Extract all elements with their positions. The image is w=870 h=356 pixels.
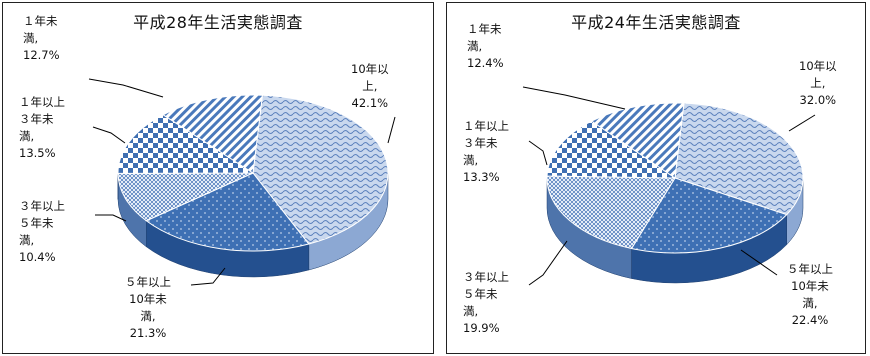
label-line: ５年未 [463, 287, 498, 301]
label-line: 10年未 [129, 292, 167, 306]
leader-line [528, 140, 548, 166]
label-line: ５年以上 [787, 262, 833, 276]
leader-line [788, 114, 816, 132]
label-line: 22.4% [791, 313, 829, 327]
label-line: 上, [810, 76, 826, 90]
leader-line [740, 249, 778, 276]
leader-line [95, 214, 127, 222]
label-line: １年未 [23, 14, 58, 28]
label-line: 10年未 [791, 279, 829, 293]
label-line: １年以上 [463, 119, 509, 133]
label-line: 12.4% [467, 56, 504, 70]
slice-label-5-10y: ５年以上 10年未 満, 22.4% [787, 261, 833, 329]
pie-slice [252, 94, 389, 245]
label-line: 32.0% [799, 93, 837, 107]
slice-label-under-1y: １年未 満, 12.4% [467, 21, 504, 72]
pie-slice [590, 102, 685, 179]
label-line: 満, [140, 309, 156, 323]
label-line: 満, [802, 296, 818, 310]
label-line: ５年未 [19, 216, 54, 230]
pie-slice [117, 172, 254, 222]
label-line: ３年以上 [19, 199, 65, 213]
chart-title: 平成28年生活実態調査 [133, 13, 303, 32]
label-line: 13.3% [463, 170, 500, 184]
label-line: 10年以 [799, 59, 837, 73]
leader-line [190, 267, 226, 286]
leader-line [92, 126, 126, 144]
chart-panel-h28: 平成28年生活実態調査 10年以 上, 42.1% ５年以上 10年未 満, 2… [2, 2, 434, 354]
label-line: 上, [362, 79, 378, 93]
pie-slice [117, 114, 255, 174]
label-line: 満, [19, 233, 35, 247]
slice-label-5-10y: ５年以上 10年未 満, 21.3% [125, 274, 171, 342]
leader-line [387, 116, 396, 144]
label-line: ３年以上 [463, 270, 509, 284]
pie-slice [546, 120, 677, 179]
label-line: 12.7% [23, 48, 60, 62]
leader-line [88, 78, 164, 98]
label-line: 42.1% [351, 96, 389, 110]
label-line: 10.4% [19, 250, 56, 264]
slice-label-1-3y: １年以上 ３年未 満, 13.3% [463, 118, 509, 186]
label-line: 満, [463, 304, 479, 318]
pie-slice [546, 175, 676, 250]
pie-chart-h28 [88, 78, 396, 286]
slice-label-10y-plus: 10年以 上, 42.1% [351, 61, 389, 112]
label-line: 19.9% [463, 321, 500, 335]
pie-slice [630, 177, 788, 254]
label-line: ３年未 [19, 112, 54, 126]
slice-label-3-5y: ３年以上 ５年未 満, 19.9% [463, 269, 509, 337]
chart-panel-h24: 平成24年生活実態調査 10年以 上, 32.0% ５年以上 10年未 満, 2… [446, 2, 866, 354]
label-line: 満, [23, 31, 39, 45]
chart-title: 平成24年生活実態調査 [571, 13, 741, 32]
label-line: １年以上 [19, 95, 65, 109]
label-line: 10年以 [351, 62, 389, 76]
label-line: 満, [467, 39, 483, 53]
pie-chart-h24 [522, 86, 816, 286]
leader-line [528, 240, 568, 286]
label-line: 21.3% [129, 326, 167, 340]
pie-slice [145, 172, 310, 252]
slice-label-10y-plus: 10年以 上, 32.0% [799, 58, 837, 109]
label-line: 満, [463, 153, 479, 167]
slice-label-1-3y: １年以上 ３年未 満, 13.5% [19, 94, 65, 162]
pie-slice [674, 102, 804, 216]
slice-label-under-1y: １年未 満, 12.7% [23, 13, 60, 64]
leader-line [522, 86, 626, 110]
label-line: ５年以上 [125, 275, 171, 289]
label-line: １年未 [467, 22, 502, 36]
pie-slice [162, 94, 264, 174]
label-line: 満, [19, 129, 35, 143]
label-line: 13.5% [19, 146, 56, 160]
slice-label-3-5y: ３年以上 ５年未 満, 10.4% [19, 198, 65, 266]
label-line: ３年未 [463, 136, 498, 150]
